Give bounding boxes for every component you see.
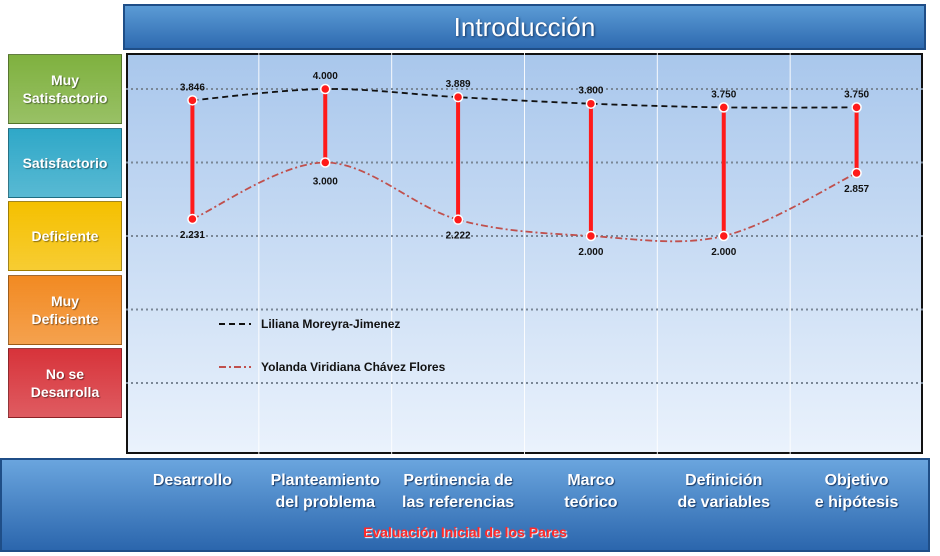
point-marker xyxy=(452,91,464,103)
chart-title: Introducción xyxy=(123,4,926,50)
point-marker xyxy=(320,157,331,168)
point-marker xyxy=(851,102,862,113)
legend-entry: Yolanda Viridiana Chávez Flores xyxy=(261,360,446,374)
data-label: 2.857 xyxy=(844,184,869,195)
x-tick-label: Objetivo e hipótesis xyxy=(814,472,899,511)
data-label: 3.750 xyxy=(711,89,736,100)
point-marker xyxy=(187,95,198,106)
point-marker xyxy=(718,230,729,242)
legend-entry: Liliana Moreyra-Jimenez xyxy=(261,317,400,331)
point-marker xyxy=(320,83,331,95)
data-label: 3.889 xyxy=(446,79,471,90)
series-line-0 xyxy=(192,88,857,109)
level-label: Muy Satisfactorio xyxy=(8,54,122,124)
data-label: 2.231 xyxy=(180,230,205,241)
point-marker xyxy=(585,230,597,242)
x-axis-label: Evaluación Inicial de los Pares xyxy=(363,524,567,540)
data-label: 4.000 xyxy=(313,71,338,82)
x-tick-label: Definición de variables xyxy=(677,472,771,511)
level-label: Muy Deficiente xyxy=(8,274,122,345)
x-tick-label: Pertinencia de las referencias xyxy=(402,472,515,511)
x-tick-label: Marco teórico xyxy=(564,472,618,511)
level-label: Deficiente xyxy=(8,201,122,271)
data-label: 3.000 xyxy=(313,177,338,188)
data-label: 3.846 xyxy=(180,82,205,93)
data-label: 2.000 xyxy=(578,247,603,258)
data-label: 2.000 xyxy=(711,247,736,258)
data-label: 2.222 xyxy=(446,231,471,242)
x-axis-bar: Desarrollo Planteamiento del problema Per… xyxy=(0,458,930,552)
x-tick-label: Planteamiento del problema xyxy=(270,472,380,511)
x-tick-label: Desarrollo xyxy=(152,472,232,489)
point-marker xyxy=(585,98,597,109)
level-label: No se Desarrolla xyxy=(8,348,122,418)
series-line-1 xyxy=(192,161,857,243)
chart-svg: 3.846 4.000 3.889 3.800 3.750 3.750 2.231 3.000… xyxy=(126,53,923,454)
level-label: Satisfactorio xyxy=(8,127,122,198)
data-label: 3.750 xyxy=(844,89,869,100)
point-marker xyxy=(851,167,862,179)
point-marker xyxy=(452,214,464,225)
point-marker xyxy=(718,102,729,113)
data-label: 3.800 xyxy=(578,86,603,97)
point-marker xyxy=(187,213,198,225)
